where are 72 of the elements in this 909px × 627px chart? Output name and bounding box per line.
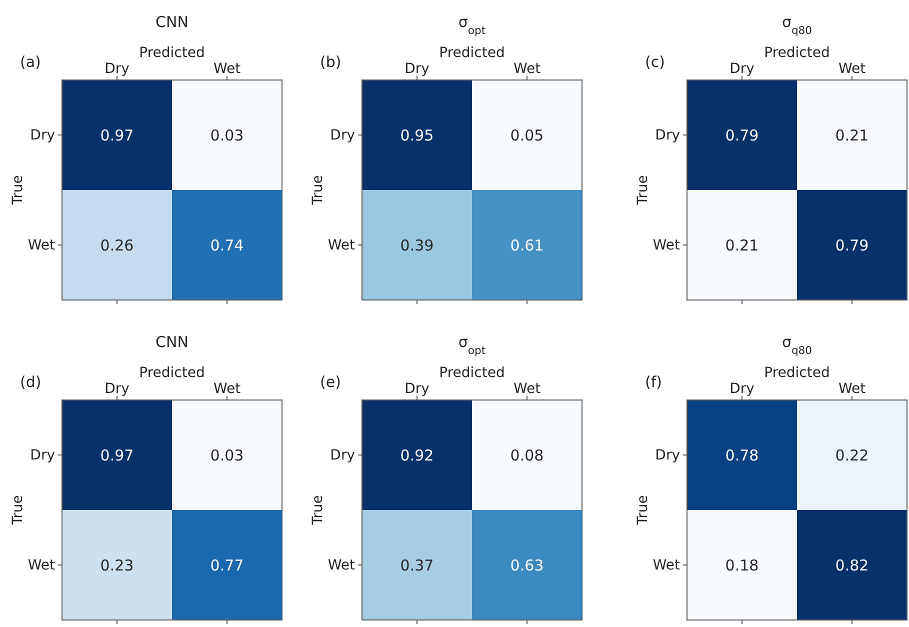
- data-label: 0.74: [210, 236, 244, 254]
- x-tick-label: Wet: [213, 61, 242, 77]
- data-label: 0.39: [400, 236, 434, 254]
- x-tick-label: Wet: [838, 61, 866, 77]
- y-tick-label: Dry: [655, 127, 680, 144]
- y-tick-label: Wet: [328, 557, 356, 574]
- text: (c): [645, 53, 665, 71]
- y-axis-title: True: [310, 495, 326, 526]
- y-axis-title: True: [635, 175, 651, 206]
- y-tick-label: Wet: [328, 237, 356, 254]
- text: (a): [20, 53, 41, 71]
- data-label: 0.97: [100, 446, 134, 464]
- y-tick-label: Wet: [28, 237, 56, 254]
- data-label: 0.21: [725, 236, 759, 254]
- x-tick-label: Wet: [513, 381, 542, 397]
- x-tick-label: Dry: [730, 381, 754, 397]
- text: (f): [645, 373, 662, 391]
- text: (d): [20, 373, 42, 391]
- x-tick-label: Wet: [838, 381, 866, 397]
- y-axis-title: True: [310, 175, 326, 206]
- y-tick-label: Wet: [652, 237, 681, 254]
- data-label: 0.97: [100, 126, 134, 144]
- chart-title: σ$_{opt}$: [458, 13, 486, 36]
- x-axis-title: Predicted: [439, 45, 505, 61]
- x-tick-label: Dry: [104, 381, 130, 397]
- x-tick-label: Wet: [513, 61, 542, 77]
- chart-title: σ$_{q80}$: [782, 13, 812, 36]
- y-axis-title: True: [10, 175, 26, 206]
- y-axis-title: True: [635, 495, 651, 526]
- text: (b): [320, 53, 342, 71]
- data-label: 0.95: [400, 126, 434, 144]
- data-label: 0.08: [510, 446, 544, 464]
- y-tick-label: Dry: [655, 447, 680, 464]
- data-label: 0.26: [100, 236, 134, 254]
- chart-title: CNN: [156, 333, 188, 351]
- x-axis-title: Predicted: [139, 45, 205, 61]
- data-label: 0.61: [510, 236, 544, 254]
- chart-title: σ$_{opt}$: [458, 333, 486, 356]
- y-tick-label: Wet: [652, 557, 681, 574]
- data-label: 0.79: [835, 236, 869, 254]
- y-tick-label: Dry: [330, 127, 355, 144]
- x-tick-label: Dry: [404, 61, 430, 77]
- x-tick-label: Dry: [104, 61, 130, 77]
- data-label: 0.92: [400, 446, 434, 464]
- y-axis-title: True: [10, 495, 26, 526]
- data-label: 0.18: [725, 556, 759, 574]
- text: (e): [320, 373, 341, 391]
- data-label: 0.21: [835, 126, 869, 144]
- data-label: 0.23: [100, 556, 134, 574]
- x-tick-label: Dry: [404, 381, 430, 397]
- chart-title: σ$_{q80}$: [782, 333, 812, 356]
- y-tick-label: Wet: [28, 557, 56, 574]
- y-tick-label: Dry: [330, 447, 355, 464]
- data-label: 0.03: [210, 126, 244, 144]
- x-axis-title: Predicted: [439, 365, 505, 381]
- x-tick-label: Wet: [213, 381, 242, 397]
- data-label: 0.05: [510, 126, 544, 144]
- x-axis-title: Predicted: [139, 365, 205, 381]
- y-tick-label: Dry: [30, 127, 55, 144]
- data-label: 0.03: [210, 446, 244, 464]
- x-tick-label: Dry: [730, 61, 754, 77]
- y-tick-label: Dry: [30, 447, 55, 464]
- data-label: 0.22: [835, 446, 869, 464]
- data-label: 0.77: [210, 556, 244, 574]
- data-label: 0.82: [835, 556, 869, 574]
- data-label: 0.63: [510, 556, 544, 574]
- x-axis-title: Predicted: [764, 365, 830, 381]
- data-label: 0.79: [725, 126, 759, 144]
- data-label: 0.78: [725, 446, 759, 464]
- data-label: 0.37: [400, 556, 434, 574]
- chart-title: CNN: [156, 13, 188, 31]
- x-axis-title: Predicted: [764, 45, 830, 61]
